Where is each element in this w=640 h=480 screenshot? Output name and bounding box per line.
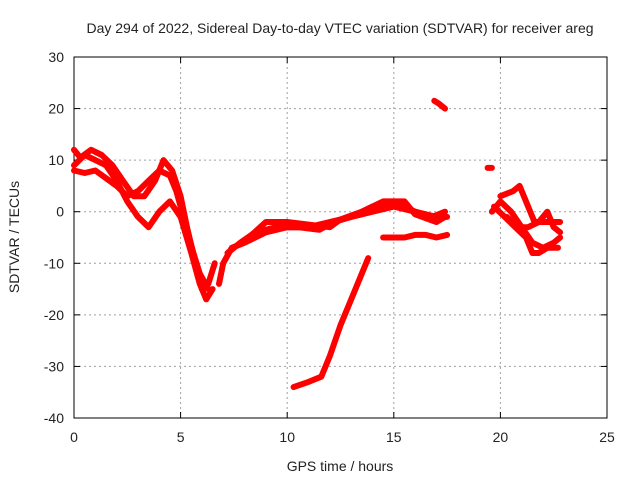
series-arc-g: [290, 255, 372, 391]
y-tick-label: 30: [48, 49, 64, 65]
y-tick-label: 0: [56, 204, 64, 220]
series-arc-b: [71, 152, 216, 303]
x-tick-label: 25: [599, 429, 615, 445]
grid-lines: [74, 57, 607, 418]
y-tick-label: 20: [48, 101, 64, 117]
y-tick-label: -40: [44, 410, 64, 426]
y-tick-label: -10: [44, 255, 64, 271]
series-arc-i: [431, 97, 448, 112]
series-arc-h: [380, 231, 451, 241]
chart-title: Day 294 of 2022, Sidereal Day-to-day VTE…: [86, 20, 593, 36]
x-tick-label: 10: [279, 429, 295, 445]
x-tick-label: 0: [70, 429, 78, 445]
y-tick-label: -30: [44, 358, 64, 374]
y-tick-label: -20: [44, 307, 64, 323]
x-tick-label: 15: [386, 429, 402, 445]
x-tick-label: 5: [177, 429, 185, 445]
plot-frame: [73, 56, 608, 419]
series-arc-d: [216, 203, 451, 287]
series-arc-n: [503, 208, 564, 236]
x-axis-label: GPS time / hours: [287, 458, 394, 474]
data-series: [71, 97, 564, 391]
series-arc-c: [71, 167, 212, 293]
y-axis-label: SDTVAR / TECUs: [6, 181, 22, 293]
y-tick-label: 10: [48, 152, 64, 168]
x-tick-label: 20: [493, 429, 509, 445]
series-arc-f: [245, 198, 448, 241]
